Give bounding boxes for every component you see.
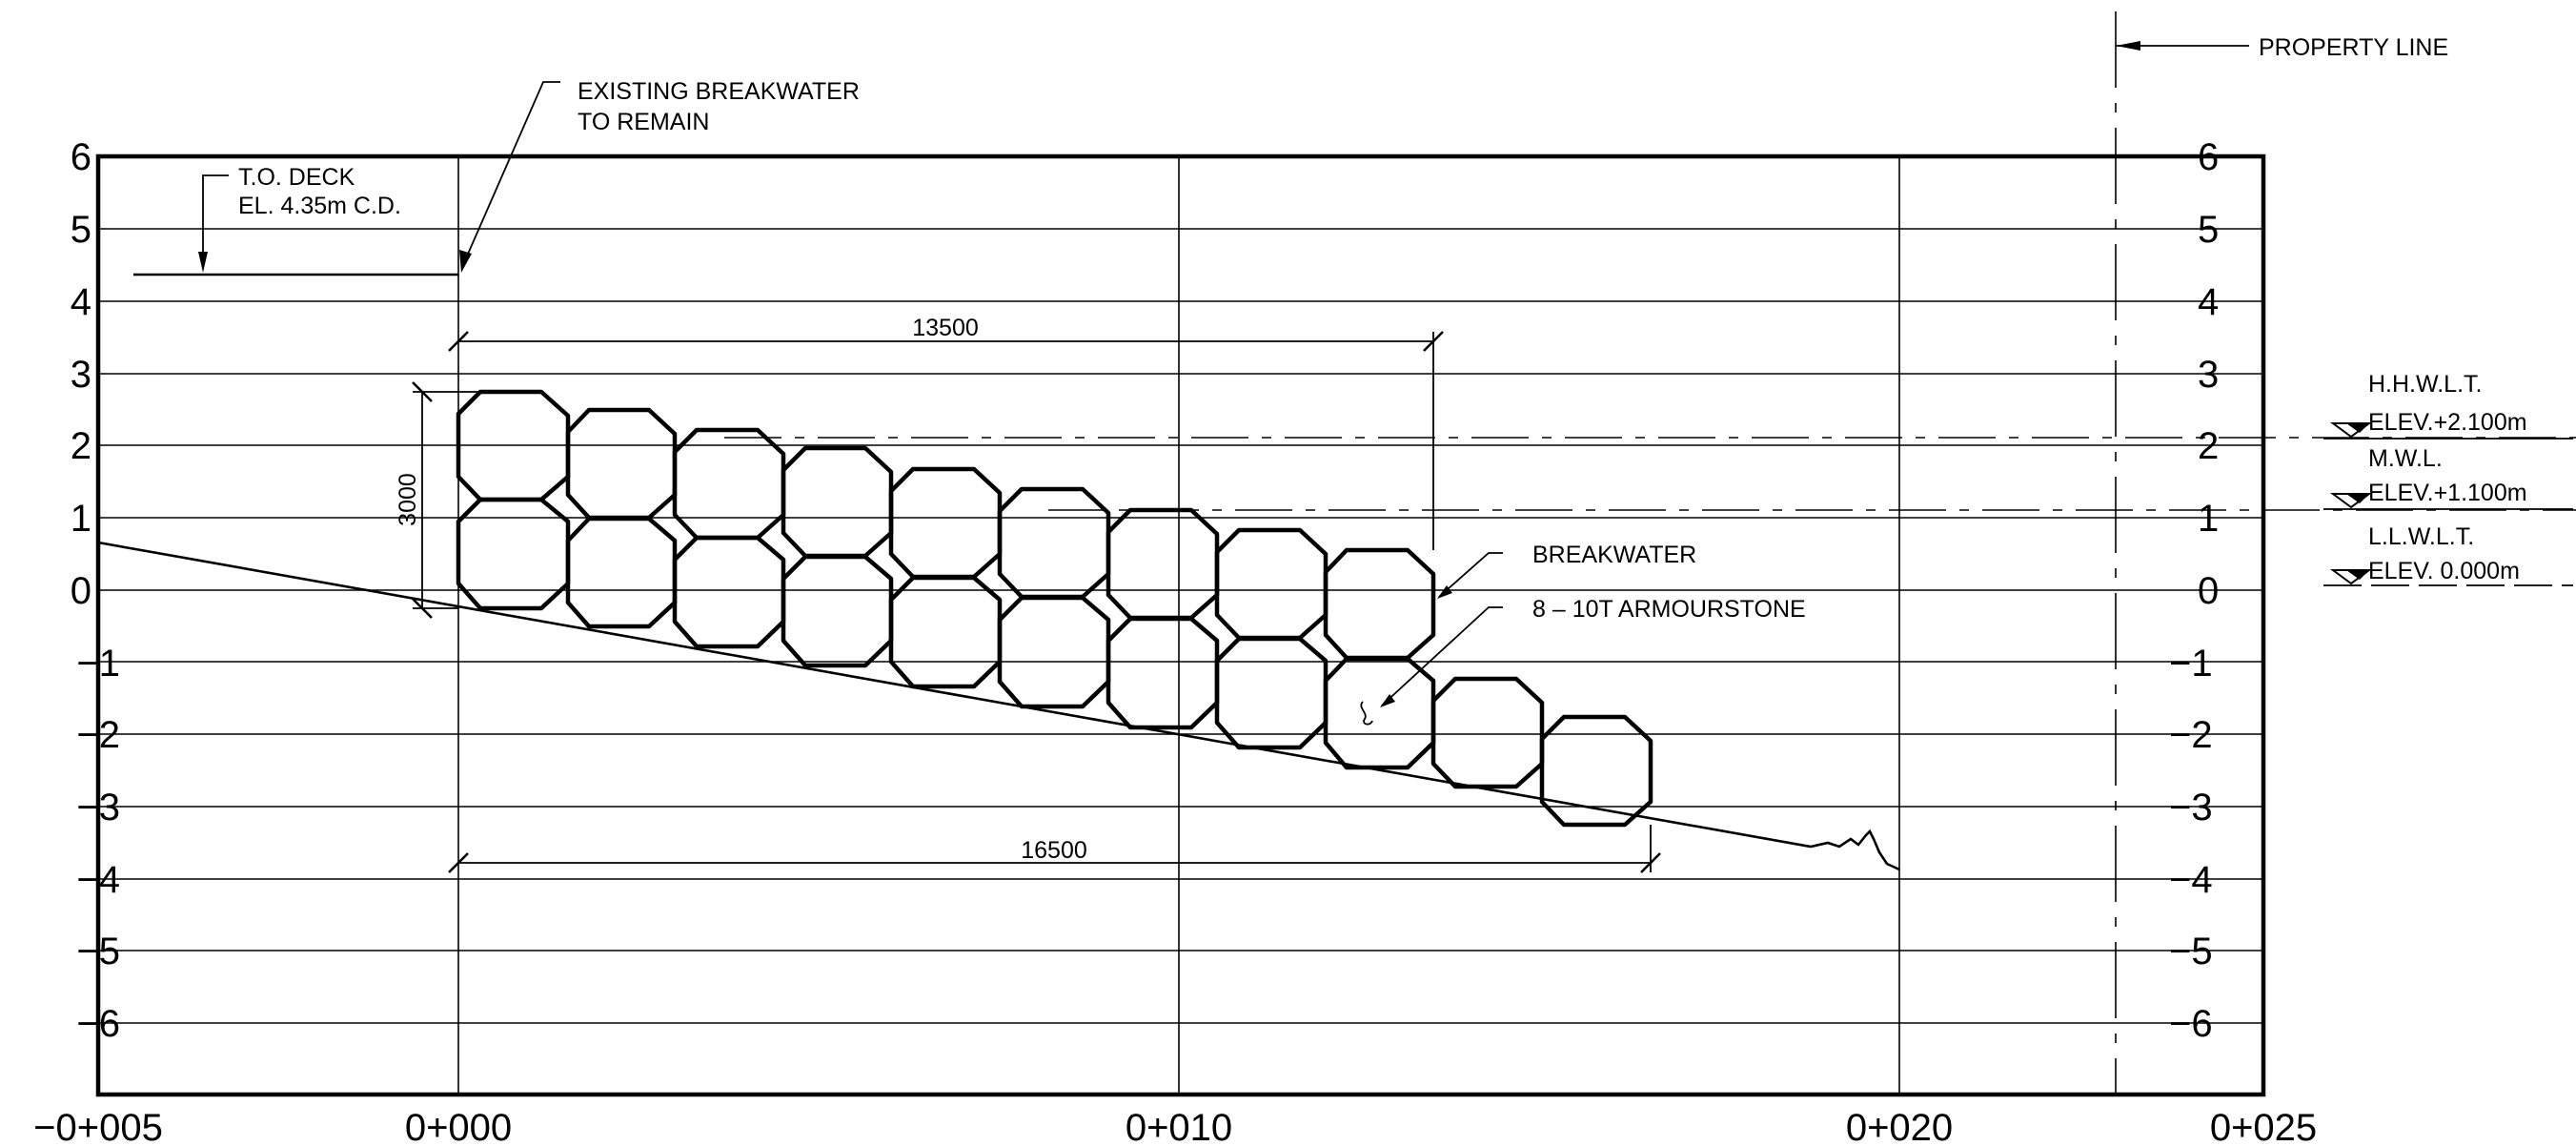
armourstone xyxy=(672,427,786,541)
elev-label-right: 2 xyxy=(2198,425,2219,467)
armourstone xyxy=(1214,527,1329,641)
armourstone xyxy=(888,466,1003,580)
property-line: PROPERTY LINE xyxy=(2115,11,2448,1095)
armourstone xyxy=(672,535,786,649)
elev-label-left: −3 xyxy=(76,787,120,829)
left-elevation-axis: 6 5 4 3 2 1 0 −1 −2 −3 −4 −5 −6 xyxy=(71,136,120,1045)
llwlt-name: L.L.W.L.T. xyxy=(2368,523,2474,550)
station-grid-lines xyxy=(457,156,1900,1095)
station-axis: −0+005 0+000 0+010 0+020 0+025 xyxy=(33,1107,2317,1146)
armourstone xyxy=(781,554,894,668)
property-line-arrow xyxy=(2116,41,2140,51)
property-line-label: PROPERTY LINE xyxy=(2259,34,2448,61)
hhwlt-elev: ELEV.+2.100m xyxy=(2368,409,2527,436)
elev-label-left: 1 xyxy=(71,498,91,540)
elev-label-left: 0 xyxy=(71,570,91,612)
armourstone-label: 8 – 10T ARMOURSTONE xyxy=(1532,596,1806,623)
elevation-grid-lines xyxy=(98,228,2263,1024)
elev-label-left: −2 xyxy=(76,714,120,756)
top-width-label: 13500 xyxy=(912,315,979,341)
elev-label-right: −2 xyxy=(2169,714,2213,756)
bottom-width-label: 16500 xyxy=(1021,837,1087,864)
right-elevation-axis: 6 5 4 3 2 1 0 −1 −2 −3 −4 −5 −6 xyxy=(2169,136,2219,1045)
height-label: 3000 xyxy=(395,473,421,526)
existing-breakwater-note: EXISTING BREAKWATER TO REMAIN xyxy=(459,78,860,273)
elev-label-right: −6 xyxy=(2169,1003,2213,1045)
armourstone xyxy=(1430,676,1545,789)
elev-label-right: −1 xyxy=(2169,643,2213,685)
elev-label-right: −3 xyxy=(2169,787,2213,829)
station-label: −0+005 xyxy=(33,1107,163,1146)
elev-label-right: 0 xyxy=(2198,570,2219,612)
station-label: 0+025 xyxy=(2210,1107,2317,1146)
armourstone xyxy=(1105,616,1220,730)
armourstone xyxy=(1105,507,1220,621)
elev-label-left: 2 xyxy=(71,425,91,467)
elev-label-right: −4 xyxy=(2169,859,2213,901)
station-label: 0+000 xyxy=(405,1107,512,1146)
llwlt-elev: ELEV. 0.000m xyxy=(2368,558,2520,584)
existing-breakwater-label-2: TO REMAIN xyxy=(578,109,709,135)
armourstone xyxy=(456,497,571,611)
elev-label-right: 4 xyxy=(2198,281,2219,323)
elev-label-left: −4 xyxy=(76,859,120,901)
mwl-name: M.W.L. xyxy=(2368,445,2443,472)
to-deck-label-1: T.O. DECK xyxy=(238,164,355,191)
elev-label-left: 3 xyxy=(71,354,91,396)
armourstone-blocks xyxy=(456,389,1653,828)
hhwlt-name: H.H.W.L.T. xyxy=(2368,371,2482,398)
armourstone xyxy=(997,595,1111,709)
station-label: 0+010 xyxy=(1126,1107,1232,1146)
elev-label-left: −1 xyxy=(76,643,120,685)
dimension-bottom-width: 16500 xyxy=(448,825,1661,873)
armourstone xyxy=(1539,714,1653,828)
station-label: 0+020 xyxy=(1846,1107,1953,1146)
dimension-top-width: 13500 xyxy=(448,315,1444,550)
armourstone xyxy=(781,445,894,559)
armourstone xyxy=(1214,636,1329,750)
elev-label-right: 1 xyxy=(2198,498,2219,540)
dimension-height: 3000 xyxy=(395,381,480,619)
drawing-frame xyxy=(95,153,2266,1097)
elev-label-left: −6 xyxy=(76,1003,120,1045)
mwl-elev: ELEV.+1.100m xyxy=(2368,480,2527,506)
armourstone xyxy=(565,516,678,629)
elev-label-right: 3 xyxy=(2198,354,2219,396)
water-level-lines xyxy=(724,437,2576,511)
breakwater-label: BREAKWATER xyxy=(1532,542,1696,568)
armourstone xyxy=(1323,656,1436,770)
to-deck-label-2: EL. 4.35m C.D. xyxy=(238,193,401,219)
water-level-labels: H.H.W.L.T. ELEV.+2.100m M.W.L. ELEV.+1.1… xyxy=(2323,371,2573,586)
elev-label-right: 6 xyxy=(2198,136,2219,178)
elev-label-left: −5 xyxy=(76,931,120,972)
armourstone xyxy=(997,486,1111,600)
armourstone xyxy=(565,407,678,521)
elev-label-left: 6 xyxy=(71,136,91,178)
to-deck-note: T.O. DECK EL. 4.35m C.D. xyxy=(133,164,458,276)
armourstone xyxy=(888,575,1003,689)
seabed-profile xyxy=(97,541,1900,871)
callouts: BREAKWATER 8 – 10T ARMOURSTONE xyxy=(1360,542,1806,726)
armourstone xyxy=(1323,547,1436,661)
elev-label-left: 5 xyxy=(71,209,91,251)
existing-breakwater-label-1: EXISTING BREAKWATER xyxy=(578,78,860,105)
elev-label-right: 5 xyxy=(2198,209,2219,251)
elev-label-left: 4 xyxy=(71,281,91,323)
elev-label-right: −5 xyxy=(2169,931,2213,972)
